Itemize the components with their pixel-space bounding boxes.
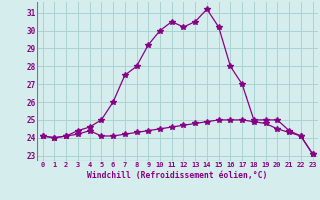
X-axis label: Windchill (Refroidissement éolien,°C): Windchill (Refroidissement éolien,°C)	[87, 171, 268, 180]
